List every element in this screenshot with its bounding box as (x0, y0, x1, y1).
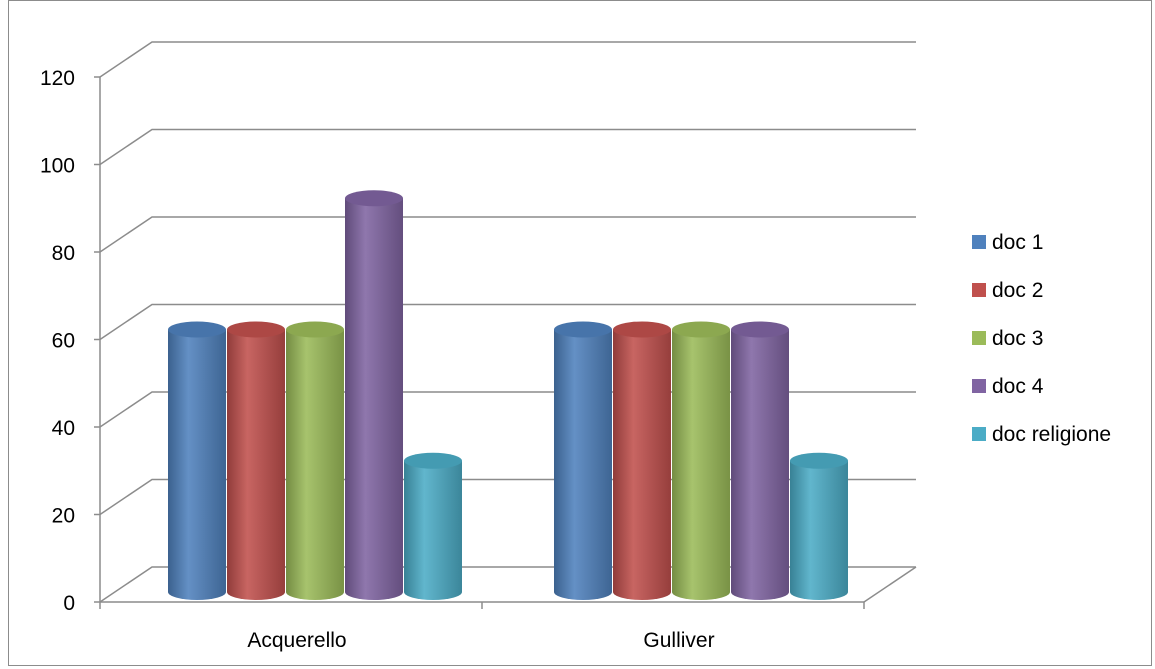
bar-acquerello-doc-1 (168, 329, 226, 600)
bar-gulliver-doc-3 (672, 329, 730, 600)
bar-acquerello-doc-2 (227, 329, 285, 600)
y-tick-label: 40 (52, 417, 75, 440)
bar-acquerello-doc-4 (345, 198, 403, 600)
bar-top (227, 321, 285, 338)
legend: doc 1 doc 2 doc 3 doc 4 doc religione (972, 231, 1111, 446)
bar-top (404, 452, 462, 469)
bar-top (554, 321, 612, 338)
bar-top (345, 190, 403, 207)
bar-top (731, 321, 789, 338)
legend-label: doc 3 (992, 327, 1043, 350)
bar-top (286, 321, 344, 338)
legend-label: doc 2 (992, 279, 1043, 302)
bar-gulliver-doc-2 (613, 329, 671, 600)
bar-gulliver-doc-1 (554, 329, 612, 600)
legend-swatch (972, 379, 986, 393)
gridline (99, 128, 916, 166)
axis-labels: 0 20 40 60 80 100 120 Acquerello Gulliver (40, 67, 715, 652)
x-tick-label: Gulliver (643, 629, 714, 652)
legend-swatch (972, 427, 986, 441)
legend-label: doc religione (992, 423, 1111, 446)
bar-acquerello-doc-religione (404, 460, 462, 600)
y-tick-label: 120 (40, 67, 75, 90)
bar-top (613, 321, 671, 338)
bar-gulliver-doc-religione (790, 460, 848, 600)
y-tick-label: 80 (52, 242, 75, 265)
x-tick-label: Acquerello (247, 629, 346, 652)
bars (168, 190, 848, 600)
axes (94, 76, 917, 609)
bar-top (672, 321, 730, 338)
y-tick-label: 20 (52, 505, 75, 528)
gridline (99, 216, 916, 253)
legend-label: doc 1 (992, 231, 1043, 254)
y-tick-label: 60 (52, 330, 75, 353)
bar-top (790, 452, 848, 469)
y-tick-label: 0 (63, 592, 75, 615)
bar-top (168, 321, 226, 338)
legend-swatch (972, 235, 986, 249)
legend-label: doc 4 (992, 375, 1044, 398)
floor-edge (863, 566, 917, 603)
gridline (99, 41, 916, 78)
legend-swatch (972, 331, 986, 345)
y-tick-label: 100 (40, 155, 75, 178)
bar-acquerello-doc-3 (286, 329, 344, 600)
gridline (99, 303, 916, 341)
bar-gulliver-doc-4 (731, 329, 789, 600)
legend-swatch (972, 283, 986, 297)
